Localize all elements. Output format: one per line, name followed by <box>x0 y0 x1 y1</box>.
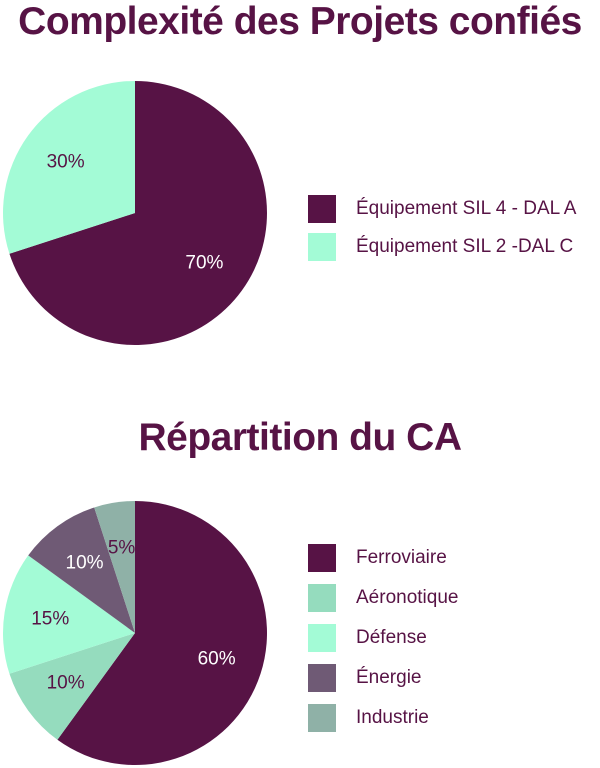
legend-item: Équipement SIL 2 -DAL C <box>308 228 576 266</box>
slice-value-label: 10% <box>66 553 104 574</box>
pie-chart-complexite: 70% 30% <box>2 81 267 345</box>
legend-complexite: Équipement SIL 4 - DAL A Équipement SIL … <box>308 190 576 266</box>
legend-item: Industrie <box>308 698 458 738</box>
slice-value-label: 30% <box>47 152 85 173</box>
legend-item: Aéronotique <box>308 578 458 618</box>
legend-label: Énergie <box>356 667 422 688</box>
legend-item: Ferroviaire <box>308 538 458 578</box>
pie-slice <box>57 501 267 765</box>
pie-slice <box>28 507 136 633</box>
legend-swatch <box>308 544 336 572</box>
slice-value-label: 60% <box>198 649 236 670</box>
pie-slice <box>9 81 267 345</box>
legend-label: Équipement SIL 4 - DAL A <box>356 198 577 219</box>
chart-title-complexite: Complexité des Projets confiés <box>18 0 582 43</box>
pie-chart-repartition: 60%10%15%10%5% <box>2 501 267 765</box>
slice-value-label: 70% <box>185 252 223 273</box>
legend-item: Équipement SIL 4 - DAL A <box>308 190 576 228</box>
legend-swatch <box>308 195 336 223</box>
legend-label: Ferroviaire <box>356 547 447 568</box>
pie-slice <box>2 555 135 674</box>
pie-slice <box>9 633 135 740</box>
legend-swatch <box>308 233 336 261</box>
legend-swatch <box>308 664 336 692</box>
legend-label: Aéronotique <box>356 587 459 608</box>
pie-slice <box>2 81 136 254</box>
legend-label: Défense <box>356 627 427 648</box>
legend-swatch <box>308 584 336 612</box>
legend-repartition: Ferroviaire Aéronotique Défense Énergie … <box>308 538 458 738</box>
legend-label: Industrie <box>356 707 429 728</box>
legend-swatch <box>308 704 336 732</box>
pie-slice <box>94 501 135 633</box>
chart-title-repartition: Répartition du CA <box>138 416 462 459</box>
legend-label: Équipement SIL 2 -DAL C <box>356 236 574 257</box>
legend-item: Énergie <box>308 658 458 698</box>
legend-item: Défense <box>308 618 458 658</box>
legend-swatch <box>308 624 336 652</box>
slice-value-label: 15% <box>31 609 69 630</box>
slice-value-label: 5% <box>108 537 136 558</box>
slice-value-label: 10% <box>47 672 85 693</box>
